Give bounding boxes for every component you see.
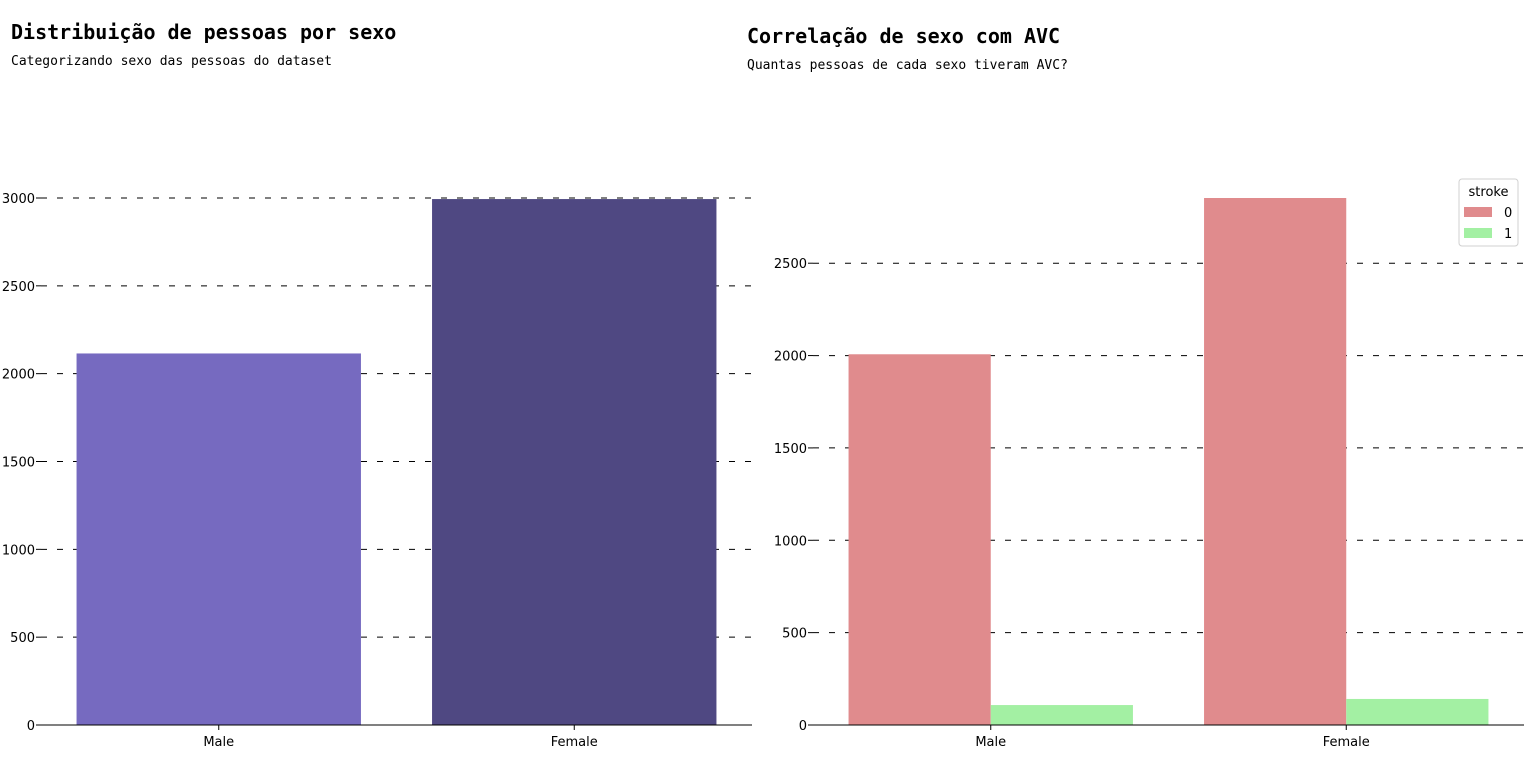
- chart2-xtick-label: Male: [975, 735, 1006, 750]
- chart1-xtick-label: Female: [551, 735, 598, 750]
- chart1-title: Distribuição de pessoas por sexo: [11, 20, 397, 44]
- chart2-legend-label: 1: [1504, 227, 1512, 242]
- chart2-legend-label: 0: [1504, 206, 1512, 221]
- chart2-ytick-label: 0: [799, 719, 807, 734]
- chart2-bar-male-stroke-1: [990, 705, 1133, 725]
- chart1-ytick-label: 1500: [2, 456, 35, 471]
- chart2-ytick-label: 2000: [774, 350, 807, 365]
- chart2-ytick-label: 1000: [774, 534, 807, 549]
- chart1-ytick-label: 1000: [2, 543, 35, 558]
- chart1-ytick-label: 2000: [2, 368, 35, 383]
- chart2-bar-male-stroke-0: [848, 354, 991, 725]
- chart2-subtitle: Quantas pessoas de cada sexo tiveram AVC…: [747, 58, 1068, 73]
- chart1-ytick-label: 3000: [2, 192, 35, 207]
- chart2-legend-swatch: [1464, 228, 1492, 238]
- chart1-ytick-label: 2500: [2, 280, 35, 295]
- chart2-title: Correlação de sexo com AVC: [747, 24, 1061, 48]
- chart2-bar-female-stroke-1: [1346, 698, 1489, 725]
- chart1-ytick-label: 0: [27, 719, 35, 734]
- chart2-ytick-label: 1500: [774, 442, 807, 457]
- chart1-subtitle: Categorizando sexo das pessoas do datase…: [11, 54, 332, 69]
- chart1-ytick-label: 500: [10, 631, 35, 646]
- chart2-xtick-label: Female: [1323, 735, 1370, 750]
- chart1-xtick-label: Male: [203, 735, 234, 750]
- chart2-ytick-label: 2500: [774, 257, 807, 272]
- chart1-bar-male: [76, 353, 361, 725]
- chart2-ytick-label: 500: [782, 627, 807, 642]
- chart1-bar-female: [432, 199, 717, 725]
- chart2-bar-female-stroke-0: [1204, 198, 1347, 725]
- chart2-legend-title: stroke: [1469, 185, 1509, 200]
- chart2-legend-swatch: [1464, 207, 1492, 217]
